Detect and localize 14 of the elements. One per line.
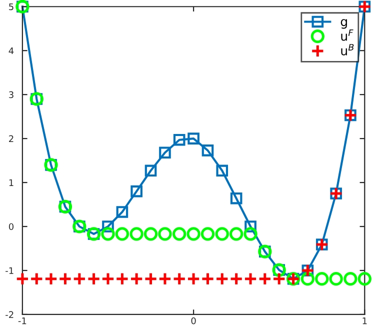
y-tick-label: 1 [9,179,14,186]
y-tick-label: -1 [6,267,14,274]
x-tick-label: -1 [18,318,26,324]
legend-label: g [340,19,347,29]
x-tick-label: 0 [191,317,196,324]
y-tick-label: -2 [6,311,14,318]
legend-label: u$^{B}$ [341,44,354,56]
y-tick-label: 3 [9,91,14,98]
y-tick-label: 0 [8,223,14,230]
y-tick-label: 5 [9,3,14,10]
legend-label: u$^{F}$ [341,29,354,41]
y-tick-label: 2 [9,135,14,142]
y-tick-label: 4 [8,47,14,54]
x-tick-label: 1 [362,318,367,324]
